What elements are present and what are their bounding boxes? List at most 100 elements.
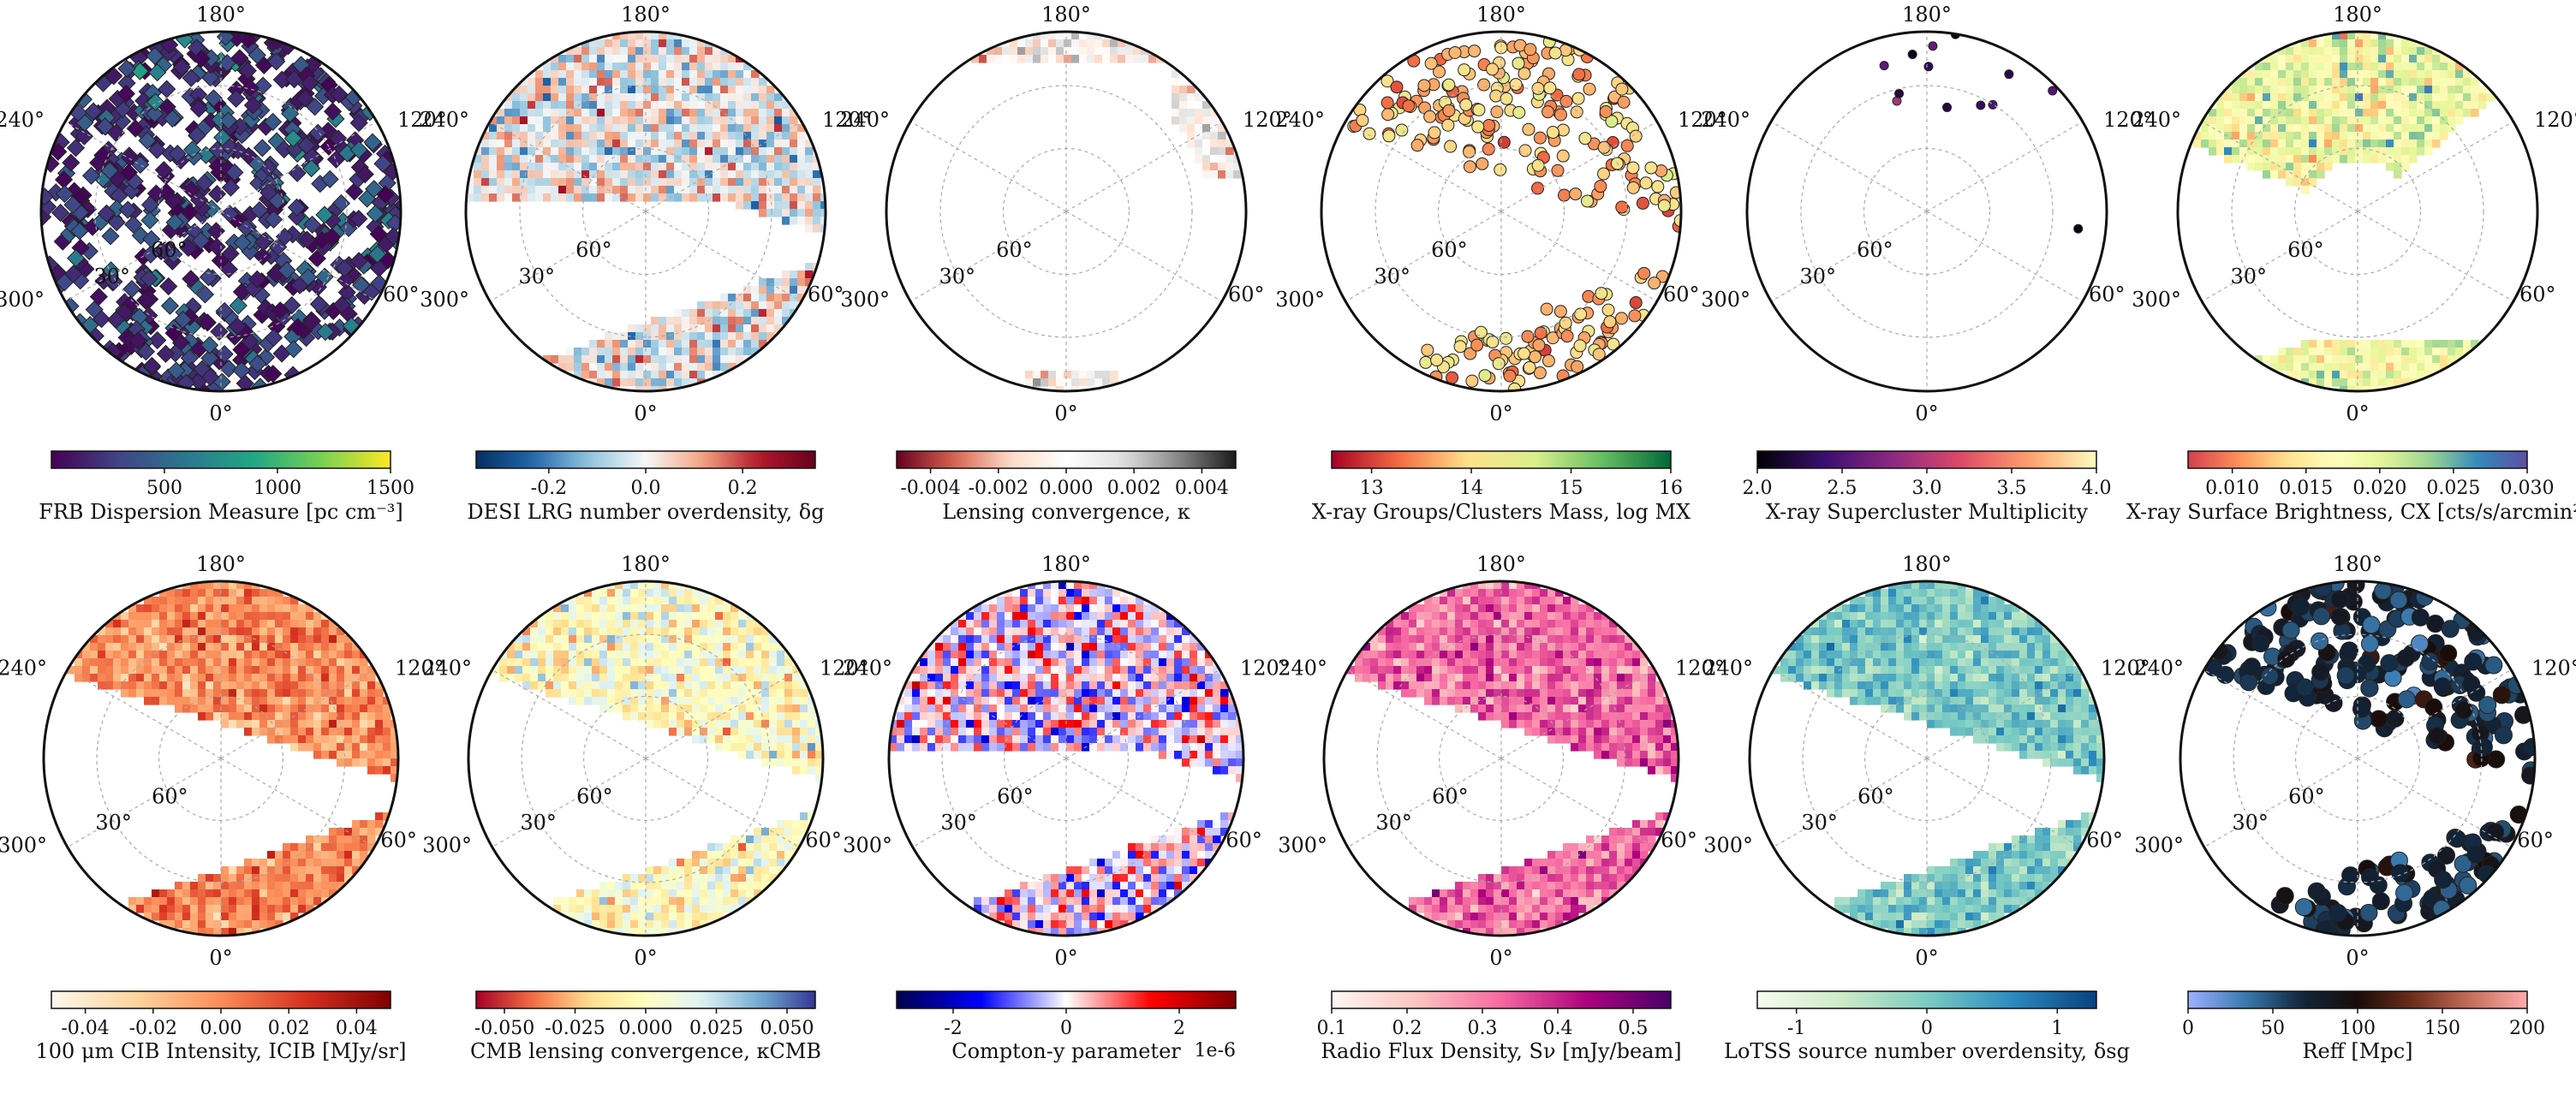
pixel <box>198 627 206 636</box>
pixel <box>383 712 391 721</box>
theta-tick-label: 60° <box>805 829 842 853</box>
pixel <box>551 170 559 179</box>
data-point <box>295 89 314 108</box>
pixel <box>337 882 345 890</box>
pixel <box>715 851 724 859</box>
pixel <box>1089 597 1098 605</box>
pixel <box>144 635 152 644</box>
pixel <box>646 589 654 598</box>
pixel <box>692 651 701 659</box>
pixel <box>1035 627 1044 636</box>
pixel <box>306 874 314 883</box>
pixel <box>2370 155 2379 164</box>
pixel <box>252 604 260 613</box>
pixel <box>535 132 544 140</box>
pixel <box>2286 70 2294 79</box>
pixel <box>643 33 652 40</box>
pixel <box>659 39 667 48</box>
data-point <box>230 117 249 136</box>
pixel <box>774 186 783 194</box>
pixel <box>605 101 613 110</box>
pixel <box>777 712 785 721</box>
pixel <box>1051 582 1059 590</box>
pixel <box>581 62 590 71</box>
pixel <box>643 332 652 341</box>
pixel <box>206 681 214 690</box>
pixel <box>713 93 721 102</box>
pixel <box>628 140 636 148</box>
data-point <box>1492 357 1506 371</box>
pixel <box>182 612 191 621</box>
pixel <box>2394 355 2402 364</box>
pixel <box>2293 101 2302 110</box>
pixel <box>489 193 498 202</box>
pixel <box>306 859 314 867</box>
pixel <box>1064 33 1072 40</box>
pixel <box>661 928 670 935</box>
pixel <box>646 651 654 659</box>
radial-tick-label: 60° <box>152 785 188 809</box>
pixel <box>236 874 245 883</box>
pixel <box>90 666 98 675</box>
pixel <box>283 697 291 705</box>
pixel <box>1225 170 1234 179</box>
pixel <box>643 378 652 387</box>
pixel <box>290 689 299 698</box>
pixel <box>684 712 693 721</box>
pixel <box>666 355 675 364</box>
pixel <box>360 735 368 744</box>
pixel <box>2370 124 2379 133</box>
data-point <box>1470 338 1484 352</box>
pixel <box>337 681 345 690</box>
data-point <box>330 85 349 104</box>
sky-map-6 <box>2193 33 2495 390</box>
pixel <box>628 86 636 94</box>
data-point <box>198 313 217 332</box>
pixel <box>981 620 990 628</box>
pixel <box>743 332 752 341</box>
pixel <box>1105 612 1113 621</box>
pixel <box>2340 33 2348 40</box>
pixel <box>754 882 762 890</box>
pixel <box>689 317 698 325</box>
pixel <box>653 712 662 721</box>
pixel <box>344 689 353 698</box>
pixel <box>2270 109 2279 117</box>
pixel <box>313 651 322 659</box>
pixel <box>2401 116 2410 125</box>
pixel <box>605 371 613 379</box>
pixel <box>2301 355 2310 364</box>
pixel <box>674 170 683 179</box>
pixel <box>290 851 299 859</box>
data-point <box>1482 119 1496 133</box>
pixel <box>720 317 729 325</box>
pixel <box>236 913 245 921</box>
pixel <box>512 170 521 179</box>
pixel <box>121 681 129 690</box>
pixel <box>267 620 276 628</box>
pixel <box>167 689 176 698</box>
pixel <box>553 897 562 906</box>
pixel <box>2301 70 2310 79</box>
pixel <box>784 751 793 759</box>
pixel <box>723 674 731 682</box>
pixel <box>677 597 685 605</box>
data-point <box>263 112 283 131</box>
pixel <box>520 178 528 187</box>
pixel <box>213 604 222 613</box>
data-point <box>141 245 160 264</box>
pixel <box>1097 597 1106 605</box>
pixel <box>2293 93 2302 102</box>
pixel <box>705 348 713 356</box>
pixel <box>720 363 729 372</box>
pixel <box>746 681 754 690</box>
pixel <box>2232 147 2240 156</box>
pixel <box>2293 355 2302 364</box>
pixel <box>2355 386 2364 390</box>
pixel <box>638 658 647 667</box>
pixel <box>2301 101 2310 110</box>
pixel <box>489 178 498 187</box>
pixel <box>2378 132 2387 140</box>
pixel <box>797 186 806 194</box>
pixel <box>692 920 701 929</box>
